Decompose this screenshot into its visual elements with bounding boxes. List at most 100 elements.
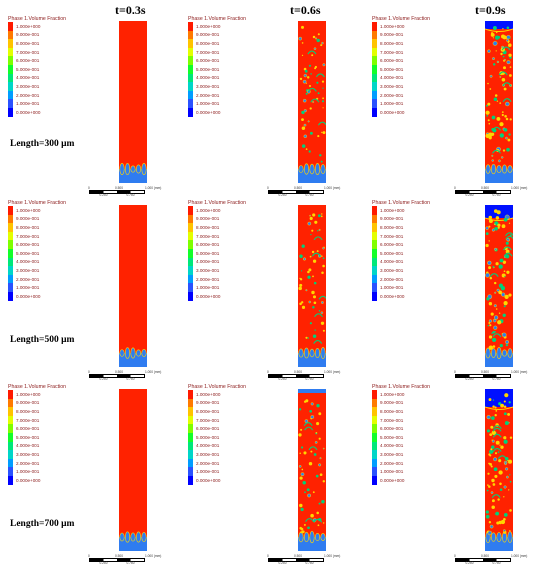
legend-swatch xyxy=(8,82,13,91)
legend-entry: 9.000e-001 xyxy=(188,214,246,224)
legend-value: 0.000e+000 xyxy=(16,109,41,115)
legend-entry: 8.000e-001 xyxy=(8,407,66,416)
legend-value: 8.000e-001 xyxy=(196,40,220,46)
vapor-bubble xyxy=(496,210,501,215)
vapor-bubble xyxy=(489,417,491,419)
legend-swatch xyxy=(188,291,193,301)
nucleation-bubble xyxy=(491,532,497,542)
scale-subtick-label: 0.250 xyxy=(465,561,474,565)
legend-entry: 0.000e+000 xyxy=(188,107,246,117)
nucleation-bubble xyxy=(304,347,310,359)
nucleation-bubble xyxy=(135,349,141,357)
vapor-bubble xyxy=(498,470,503,475)
legend-entry: 5.000e-001 xyxy=(8,248,66,258)
legend-value: 1.000e-001 xyxy=(16,101,40,107)
legend-swatch xyxy=(372,214,377,224)
vapor-bubble xyxy=(316,422,320,426)
simulation-tube-r2c2 xyxy=(485,389,513,551)
legend-value: 4.000e-001 xyxy=(196,443,220,449)
legend-value: 6.000e-001 xyxy=(380,426,404,432)
legend-swatch xyxy=(188,458,193,468)
legend-entry: 4.000e-001 xyxy=(372,257,430,267)
legend-value: 7.000e-001 xyxy=(380,233,404,239)
legend-entry: 1.000e-001 xyxy=(188,283,246,292)
vapor-bubble xyxy=(488,345,493,350)
legend-entry: 7.000e-001 xyxy=(372,415,430,425)
vapor-bubble xyxy=(504,421,509,426)
legend-swatch xyxy=(8,274,13,284)
vapor-bubble xyxy=(491,505,495,510)
legend-title: Phase 1.Volume Fraction xyxy=(372,200,430,206)
vapor-bubble xyxy=(488,219,493,223)
scale-tick-label: 1.000 (mm) xyxy=(145,370,162,374)
scale-tick-label: 0 xyxy=(454,370,456,374)
vapor-bubble xyxy=(492,405,495,408)
vapor-bubble xyxy=(315,432,318,434)
vapor-bubble xyxy=(492,40,498,46)
vapor-bubble xyxy=(503,66,506,70)
vapor-bubble xyxy=(322,329,325,332)
legend-value: 4.000e-001 xyxy=(16,259,40,265)
legend-swatch xyxy=(372,90,377,100)
vapor-bubble xyxy=(313,281,317,285)
vapor-bubble xyxy=(487,119,490,122)
legend-swatch xyxy=(372,291,377,301)
vapor-bubble xyxy=(507,412,511,416)
legend-entry: 8.000e-001 xyxy=(188,407,246,416)
vapor-bubble xyxy=(303,73,307,78)
vapor-bubble xyxy=(311,290,315,295)
vapor-bubble xyxy=(322,447,325,450)
legend-swatch xyxy=(8,90,13,100)
nucleation-bubble xyxy=(314,163,320,175)
time-label-1: t=0.6s xyxy=(290,3,321,17)
legend-swatch xyxy=(8,64,13,74)
legend-value: 5.000e-001 xyxy=(16,250,40,256)
cap-bubble xyxy=(489,273,499,277)
cap-bubble xyxy=(492,427,502,432)
vapor-bubble xyxy=(301,126,306,131)
vapor-bubble xyxy=(486,489,489,492)
legend-value: 7.000e-001 xyxy=(196,233,220,239)
legend-entry: 4.000e-001 xyxy=(372,441,430,451)
vapor-bubble xyxy=(309,131,313,135)
legend-entry: 4.000e-001 xyxy=(188,257,246,267)
legend-swatch xyxy=(372,99,377,108)
scale-tick-label: 0 xyxy=(454,186,456,190)
legend-entry: 2.000e-001 xyxy=(372,458,430,468)
legend-entry: 7.000e-001 xyxy=(188,47,246,57)
cap-bubble xyxy=(307,50,317,55)
nucleation-bubble xyxy=(496,532,502,542)
legend-swatch xyxy=(8,257,13,267)
simulation-tube-r2c1 xyxy=(298,389,326,551)
legend-swatch xyxy=(8,248,13,258)
vapor-bubble xyxy=(298,433,302,437)
legend-value: 1.000e+000 xyxy=(196,391,221,397)
vapor-bubble xyxy=(312,101,315,103)
legend-swatch xyxy=(8,390,13,399)
vapor-bubble xyxy=(488,302,493,306)
legend-swatch xyxy=(372,231,377,241)
vapor-bubble xyxy=(491,416,495,420)
simulation-tube-r0c1 xyxy=(298,21,326,183)
legend-value: 4.000e-001 xyxy=(380,259,404,265)
legend-value: 3.000e-001 xyxy=(16,267,40,273)
legend-entry: 8.000e-001 xyxy=(8,223,66,232)
legend-entry: 5.000e-001 xyxy=(372,248,430,258)
simulation-tube-r2c0 xyxy=(119,389,147,551)
vapor-bubble xyxy=(301,54,304,57)
legend-entry: 3.000e-001 xyxy=(8,82,66,91)
scale-subtick-label: 0.250 xyxy=(99,377,108,381)
vapor-bubble xyxy=(503,513,508,517)
legend-entry: 8.000e-001 xyxy=(188,39,246,48)
scale-tick-label: 0.500 xyxy=(115,186,123,190)
vapor-bubble xyxy=(499,444,501,446)
legend-value: 8.000e-001 xyxy=(380,40,404,46)
scale-tick-label: 0 xyxy=(88,554,90,558)
legend-swatch xyxy=(8,475,13,485)
nucleation-bubble xyxy=(125,347,131,359)
vapor-bubble xyxy=(299,283,303,287)
legend-swatch xyxy=(372,47,377,57)
vapor-bubble xyxy=(509,480,512,483)
cap-bubble xyxy=(314,313,323,318)
vapor-bubble xyxy=(498,283,503,288)
